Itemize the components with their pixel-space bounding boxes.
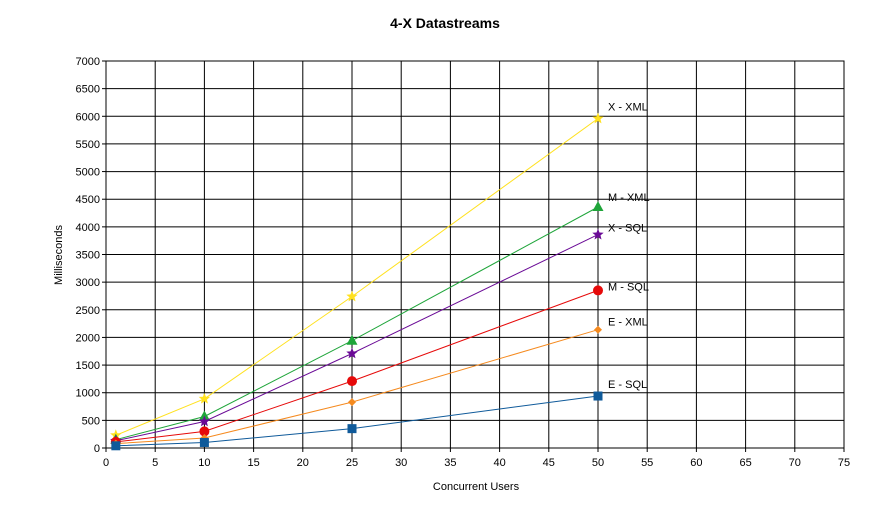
x-tick-label: 40: [493, 457, 505, 469]
y-axis-label: Milliseconds: [53, 225, 65, 285]
y-tick-label: 4000: [76, 222, 100, 234]
data-point: [592, 112, 604, 124]
chart-title: 4-X Datastreams: [390, 15, 500, 31]
x-axis-label: Concurrent Users: [433, 481, 520, 493]
data-point: [198, 410, 210, 421]
x-tick-label: 25: [346, 457, 358, 469]
y-tick-label: 3000: [76, 277, 100, 289]
data-point: [593, 391, 603, 401]
data-point: [199, 437, 209, 447]
y-tick-label: 6000: [76, 111, 100, 123]
data-point: [198, 392, 211, 404]
series-label: X - SQL: [608, 223, 647, 235]
series-label: M - XML: [608, 192, 650, 204]
data-point: [346, 347, 358, 359]
y-tick-label: 5000: [76, 167, 100, 179]
data-point: [199, 426, 210, 437]
series-2: X - SQL: [110, 223, 647, 446]
x-tick-label: 0: [103, 457, 109, 469]
series-0: X - XML: [110, 101, 648, 441]
y-axis-ticks: 0 500 1000 1500 2000 2500 3000 3500 4000 4500 5000…: [76, 56, 106, 455]
series-label: M - SQL: [608, 281, 649, 293]
data-point: [346, 290, 358, 302]
y-tick-label: 4500: [76, 194, 100, 206]
x-tick-label: 55: [641, 457, 653, 469]
y-tick-label: 2500: [76, 305, 100, 317]
data-point: [347, 424, 357, 434]
series-layer: X - XML M - XML X - SQL M - SQL E - XML E - S…: [110, 101, 650, 451]
series-label: E - SQL: [608, 379, 647, 391]
y-tick-label: 0: [94, 443, 100, 455]
data-point: [348, 398, 356, 407]
y-tick-label: 6500: [76, 84, 100, 96]
series-4: E - XML: [111, 317, 648, 448]
y-tick-label: 1500: [76, 360, 100, 372]
series-line: [115, 234, 599, 442]
y-tick-label: 3500: [76, 250, 100, 262]
x-tick-label: 35: [444, 457, 456, 469]
data-point: [593, 285, 603, 296]
series-line: [115, 329, 599, 445]
series-label: X - XML: [608, 101, 648, 113]
series-line: [115, 395, 599, 447]
data-point: [592, 200, 604, 211]
y-tick-label: 7000: [76, 56, 100, 68]
series-5: E - SQL: [111, 379, 647, 451]
x-tick-label: 60: [690, 457, 702, 469]
x-tick-label: 65: [739, 457, 751, 469]
x-tick-label: 10: [198, 457, 210, 469]
series-label: E - XML: [608, 317, 648, 329]
x-tick-label: 30: [395, 457, 407, 469]
series-3: M - SQL: [110, 281, 649, 447]
x-axis-ticks: 0 5 10 15 20 25 30 35 40 45 50 55 60 65 70 75: [103, 448, 850, 469]
data-point: [594, 325, 602, 334]
x-tick-label: 20: [297, 457, 309, 469]
x-tick-label: 5: [152, 457, 158, 469]
x-tick-label: 15: [247, 457, 259, 469]
data-point: [198, 415, 211, 427]
data-point: [592, 228, 604, 240]
x-tick-label: 70: [789, 457, 801, 469]
data-point: [111, 441, 121, 451]
series-line: [115, 289, 599, 443]
y-tick-label: 5500: [76, 139, 100, 151]
x-tick-label: 50: [592, 457, 604, 469]
series-1: M - XML: [110, 192, 650, 444]
y-tick-label: 1000: [76, 388, 100, 400]
y-tick-label: 500: [82, 415, 100, 427]
series-line: [115, 206, 599, 441]
x-tick-label: 45: [543, 457, 555, 469]
x-tick-label: 75: [838, 457, 850, 469]
y-tick-label: 2000: [76, 332, 100, 344]
series-line: [115, 118, 599, 436]
data-point: [347, 376, 357, 387]
data-point: [346, 334, 358, 345]
